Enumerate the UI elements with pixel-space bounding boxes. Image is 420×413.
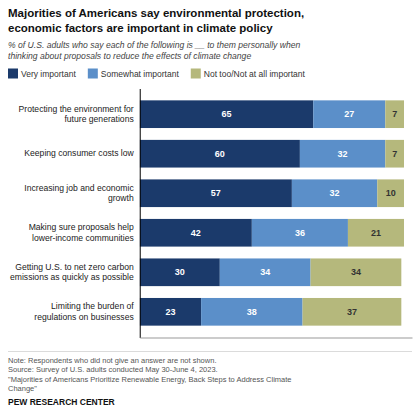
text-line: Limiting the burden of [51, 301, 134, 311]
text-line: emissions as quickly as possible [10, 272, 134, 282]
y-tick: Limiting the burden ofregulations on bus… [34, 301, 139, 322]
y-tick-label: Limiting the burden ofregulations on bus… [34, 301, 134, 322]
y-axis-line [140, 89, 141, 338]
legend-swatch [191, 69, 201, 79]
data-label: 57 [211, 188, 221, 198]
bar [220, 258, 311, 286]
legend-label: Not too/Not at all important [204, 69, 306, 79]
bar [303, 298, 402, 326]
series [140, 100, 314, 325]
bar [292, 179, 377, 207]
text-line: economic factors are important in climat… [8, 22, 273, 34]
data-label: 34 [260, 267, 270, 277]
legend-item: Somewhat important [88, 69, 180, 80]
legend-label: Very important [21, 69, 76, 79]
data-label: 34 [351, 267, 361, 277]
bar [140, 179, 292, 207]
data-label: 37 [347, 307, 357, 317]
y-axis: Protecting the environment forfuture gen… [10, 89, 140, 338]
text-line: regulations on businesses [34, 312, 133, 322]
bar [140, 258, 220, 286]
data-label: 65 [221, 109, 231, 119]
data-labels: 65 60 57 42 30 23 27 32 32 36 34 38 7 7 10 21 34 37 [165, 109, 397, 317]
chart: Majorities of Americans say environmenta… [0, 0, 420, 413]
legend: Very important Somewhat important Not too/… [8, 69, 306, 80]
y-tick: Keeping consumer costs low [24, 148, 139, 158]
separator [8, 351, 412, 352]
data-label: 30 [175, 267, 185, 277]
text-line: thinking about proposals to reduce the e… [8, 51, 251, 61]
y-tick-label: Increasing job and economicgrowth [24, 183, 134, 204]
bar [252, 219, 348, 247]
y-tick: Getting U.S. to net zero carbonemissions… [10, 262, 140, 283]
data-label: 60 [215, 149, 225, 159]
series [303, 100, 404, 325]
text-line: % of U.S. adults who say each of the fol… [8, 40, 301, 50]
text-line: Change" [8, 384, 37, 393]
series [201, 100, 385, 325]
bar [201, 298, 302, 326]
legend-item: Not too/Not at all important [191, 69, 306, 80]
bar [300, 140, 385, 168]
bar [377, 179, 404, 207]
text-line: Keeping consumer costs low [24, 148, 134, 158]
bar [348, 219, 404, 247]
data-label: 42 [191, 228, 201, 238]
text-line: growth [108, 193, 134, 203]
text-line: Protecting the environment for [19, 104, 134, 114]
text-line: Getting U.S. to net zero carbon [15, 262, 134, 272]
data-label: 10 [386, 188, 396, 198]
text-line: "Majorities of Americans Prioritize Rene… [8, 375, 291, 384]
data-label: 7 [392, 109, 397, 119]
text-line: Majorities of Americans say environmenta… [8, 7, 304, 19]
legend-swatch [8, 69, 18, 79]
bar [311, 258, 402, 286]
data-label: 32 [330, 188, 340, 198]
bar [313, 100, 385, 128]
data-label: 38 [247, 307, 257, 317]
x-axis [140, 338, 412, 339]
legend-swatch [88, 69, 98, 79]
source: PEW RESEARCH CENTER [8, 397, 115, 407]
bar [385, 100, 404, 128]
bar [140, 140, 300, 168]
y-tick: Increasing job and economicgrowth [24, 183, 139, 204]
subtitle: % of U.S. adults who say each of the fol… [8, 40, 301, 61]
data-label: 23 [165, 307, 175, 317]
data-label: 27 [344, 109, 354, 119]
bar [140, 100, 314, 128]
text-line: lower-income communities [32, 233, 134, 243]
y-tick: Making sure proposals helplower-income c… [29, 222, 140, 243]
y-tick-label: Keeping consumer costs low [24, 148, 134, 158]
text-line: Making sure proposals help [29, 222, 134, 232]
title: Majorities of Americans say environmenta… [8, 7, 304, 34]
note: Note: Respondents who did not give an an… [8, 356, 291, 394]
legend-label: Somewhat important [101, 69, 180, 79]
bar [385, 140, 404, 168]
legend-item: Very important [8, 69, 76, 80]
text-line: Increasing job and economic [24, 183, 134, 193]
data-label: 36 [295, 228, 305, 238]
bar [140, 219, 252, 247]
y-tick: Protecting the environment forfuture gen… [19, 104, 140, 125]
bar [140, 298, 201, 326]
text-line: Note: Respondents who did not give an an… [8, 356, 216, 365]
y-tick-label: Making sure proposals helplower-income c… [29, 222, 134, 243]
x-axis-line [140, 338, 412, 339]
data-label: 32 [338, 149, 348, 159]
text-line: Source: Survey of U.S. adults conducted … [8, 365, 218, 374]
data-label: 21 [371, 228, 381, 238]
data-label: 7 [392, 149, 397, 159]
text-line: future generations [64, 114, 133, 124]
y-tick-label: Getting U.S. to net zero carbonemissions… [10, 262, 134, 283]
y-tick-label: Protecting the environment forfuture gen… [19, 104, 134, 125]
bars [140, 100, 404, 325]
